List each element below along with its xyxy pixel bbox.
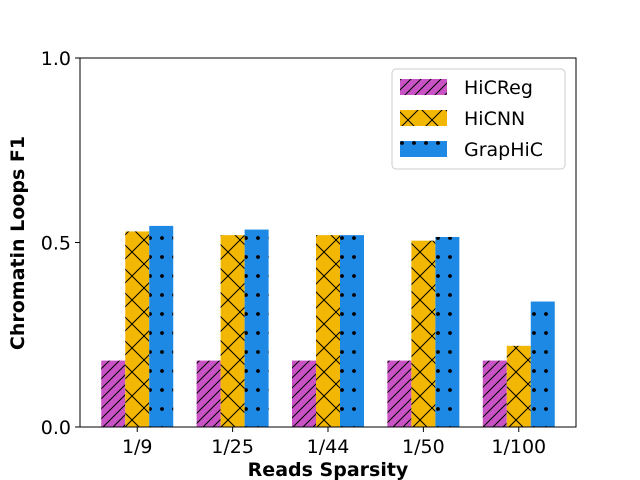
bar-hicnn-0 — [125, 231, 150, 427]
bar-graphic-3 — [435, 236, 460, 427]
bar-hicnn-1 — [220, 235, 245, 427]
x-axis-label: Reads Sparsity — [248, 459, 409, 480]
x-axis-ticks: 1/9 1/25 1/44 1/50 1/100 — [122, 427, 546, 458]
legend-label-hicnn: HiCNN — [464, 108, 525, 130]
bar-hicreg-4 — [482, 360, 507, 427]
y-tick-label: 0.0 — [41, 417, 71, 439]
bar-hicreg-2 — [292, 360, 316, 427]
legend-label-graphic: GrapHiC — [464, 139, 543, 161]
bar-hicnn-4 — [506, 345, 531, 427]
legend: HiCReg HiCNN GrapHiC — [391, 68, 566, 170]
y-axis-ticks: 0.0 0.5 1.0 — [41, 48, 80, 439]
legend-swatch-hicreg — [400, 79, 447, 95]
bar-graphic-0 — [149, 225, 174, 427]
x-tick-label: 1/100 — [491, 436, 546, 458]
bar-hicnn-3 — [411, 240, 436, 427]
legend-label-hicreg: HiCReg — [464, 77, 533, 99]
y-tick-label: 0.5 — [41, 233, 71, 255]
bar-graphic-1 — [244, 229, 269, 427]
legend-swatch-hicnn — [400, 110, 447, 126]
x-tick-label: 1/25 — [211, 436, 254, 458]
y-tick-label: 1.0 — [41, 48, 71, 70]
bars-group — [101, 225, 555, 427]
bar-hicreg-1 — [196, 360, 221, 427]
legend-swatch-graphic — [400, 141, 447, 157]
x-tick-label: 1/9 — [122, 436, 153, 458]
y-axis-label: Chromatin Loops F1 — [7, 136, 29, 350]
bar-graphic-2 — [340, 235, 364, 427]
bar-graphic-4 — [530, 301, 555, 427]
bar-hicreg-0 — [101, 360, 126, 427]
x-tick-label: 1/50 — [402, 436, 445, 458]
x-tick-label: 1/44 — [307, 436, 350, 458]
bar-hicnn-2 — [316, 235, 340, 427]
bar-hicreg-3 — [387, 360, 412, 427]
